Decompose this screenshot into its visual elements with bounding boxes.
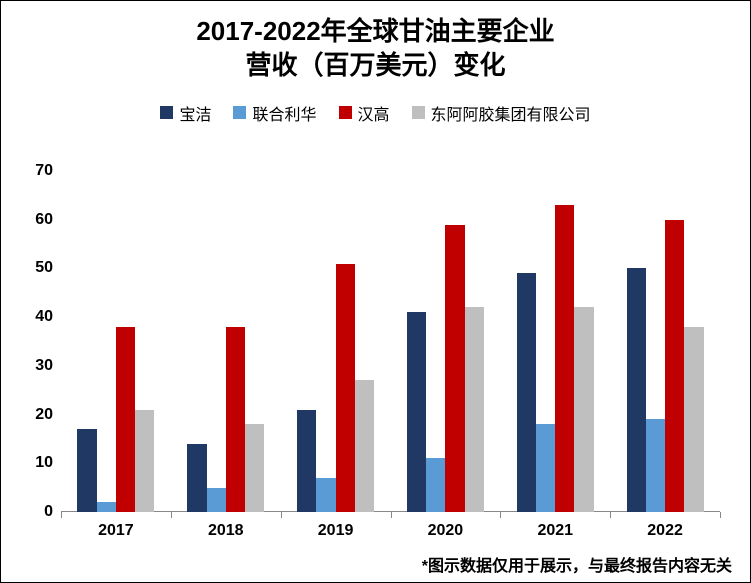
legend-swatch-icon [160,106,173,119]
y-axis-label: 10 [35,454,53,472]
bar [355,380,374,512]
footnote: *图示数据仅用于展示，与最终报告内容无关 [422,552,732,576]
bar [426,458,445,512]
legend-item: 联合利华 [233,101,316,125]
y-axis-label: 0 [44,503,53,521]
x-axis-label: 2021 [537,522,573,540]
bar [116,327,135,512]
x-axis-tick [171,512,172,518]
bar [207,488,226,512]
bar [407,312,426,512]
bar [684,327,703,512]
chart-container: 2017-2022年全球甘油主要企业 营收（百万美元）变化 宝洁 联合利华 汉高 东阿… [0,0,751,583]
bar [465,307,484,512]
bar [187,444,206,512]
legend-swatch-icon [412,106,425,119]
legend-item: 汉高 [339,101,390,125]
x-axis-label: 2019 [318,522,354,540]
x-axis-label: 2022 [647,522,683,540]
legend-swatch-icon [233,106,246,119]
legend-item: 宝洁 [160,101,211,125]
bar [536,424,555,512]
chart-title: 2017-2022年全球甘油主要企业 营收（百万美元）变化 [1,1,750,83]
bar [316,478,335,512]
bar [517,273,536,512]
legend-item: 东阿阿胶集团有限公司 [412,101,591,125]
bar [77,429,96,512]
x-axis-tick [281,512,282,518]
x-axis-tick [720,512,721,518]
x-axis-tick [610,512,611,518]
bar [555,205,574,512]
y-axis-label: 70 [35,162,53,180]
y-axis-label: 50 [35,259,53,277]
bar [245,424,264,512]
x-axis-tick [500,512,501,518]
x-axis-tick [391,512,392,518]
bar [445,225,464,512]
legend-label: 宝洁 [179,101,211,125]
legend-label: 联合利华 [252,101,316,125]
x-axis-label: 2020 [428,522,464,540]
x-axis-label: 2017 [98,522,134,540]
x-axis-tick [61,512,62,518]
bar [627,268,646,512]
legend-label: 东阿阿胶集团有限公司 [431,101,591,125]
title-line-1: 2017-2022年全球甘油主要企业 [1,15,750,49]
bar [135,410,154,512]
bar [646,419,665,512]
plot-area: 010203040506070201720182019202020212022 [61,171,720,512]
bar [297,410,316,512]
legend-swatch-icon [339,106,352,119]
bar [336,264,355,512]
y-axis-label: 40 [35,308,53,326]
y-axis-label: 20 [35,406,53,424]
y-axis-label: 60 [35,211,53,229]
bar [665,220,684,512]
title-line-2: 营收（百万美元）变化 [1,49,750,83]
legend-label: 汉高 [358,101,390,125]
legend: 宝洁 联合利华 汉高 东阿阿胶集团有限公司 [1,101,750,125]
bar [97,502,116,512]
y-axis-label: 30 [35,357,53,375]
bar [226,327,245,512]
bar [574,307,593,512]
x-axis-label: 2018 [208,522,244,540]
